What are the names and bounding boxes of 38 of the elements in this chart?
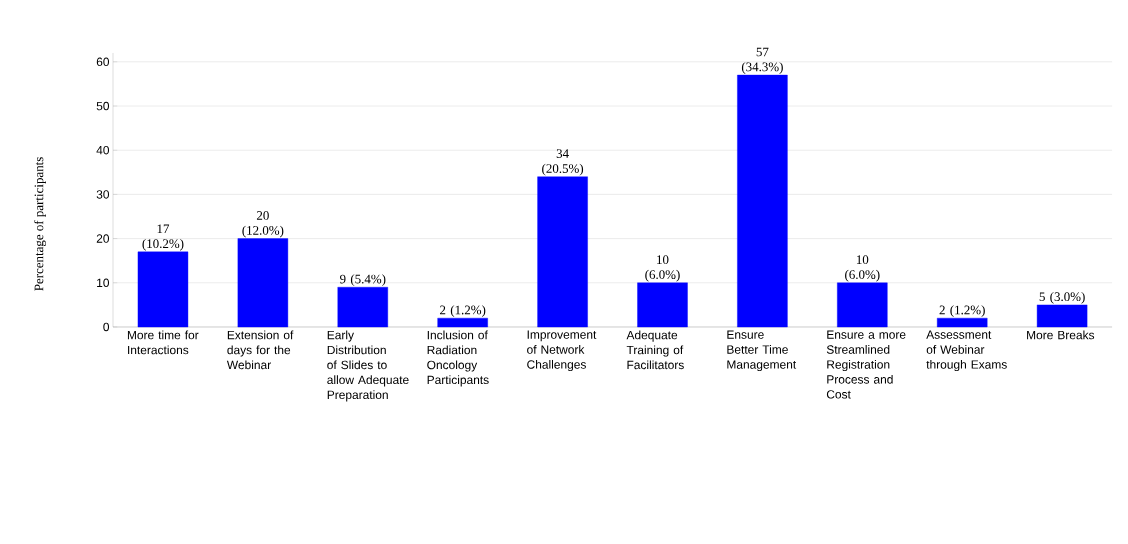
x-tick-label: Ensure Better Time Management xyxy=(727,330,797,372)
x-tick-label: Ensure a more Streamlined Registration Process and Cost xyxy=(826,330,906,399)
y-tick-label: 10 xyxy=(97,278,110,288)
y-tick-label: 20 xyxy=(96,234,110,243)
y-axis-title: Percentage of participants xyxy=(34,157,46,291)
data-label: 10 (6.0%) xyxy=(845,255,880,282)
data-label: 9 (5.4%) xyxy=(340,274,386,286)
x-tick-label: More time for Interactions xyxy=(127,330,199,355)
bar xyxy=(137,251,189,328)
data-label: 20 (12.0%) xyxy=(242,211,284,238)
bar xyxy=(1036,304,1088,328)
y-tick-label: 30 xyxy=(96,190,110,199)
bar xyxy=(337,287,388,328)
x-tick-label: Assessment of Webinar through Exams xyxy=(926,330,1007,372)
data-label: 5 (3.0%) xyxy=(1039,291,1085,304)
bar xyxy=(937,317,988,328)
bar xyxy=(437,317,488,328)
bar xyxy=(537,176,588,328)
x-tick-label: Adequate Training of Facilitators xyxy=(626,330,684,370)
data-label: 10 (6.0%) xyxy=(645,255,680,282)
bar xyxy=(237,238,289,328)
y-tick-label: 0 xyxy=(103,322,110,332)
y-tick-label: 60 xyxy=(96,57,110,67)
y-tick-label: 40 xyxy=(96,145,110,155)
data-label: 2 (1.2%) xyxy=(440,305,486,317)
x-tick-label: More Breaks xyxy=(1027,330,1095,340)
x-tick-label: Early Distribution of Slides to allow Adequate Preparation xyxy=(327,330,409,402)
y-tick-label: 50 xyxy=(96,101,110,111)
data-label: 57 (34.3%) xyxy=(741,47,783,74)
x-tick-label: Improvement of Network Challenges xyxy=(527,330,597,372)
x-tick-label: Inclusion of Radiation Oncology Participants xyxy=(427,330,489,387)
x-tick-label: Extension of days for the Webinar xyxy=(226,330,294,370)
bar xyxy=(837,282,888,328)
bar xyxy=(637,282,688,328)
data-label: 34 (20.5%) xyxy=(542,149,584,176)
bar xyxy=(737,74,788,328)
data-label: 17 (10.2%) xyxy=(142,224,184,251)
data-label: 2 (1.2%) xyxy=(939,305,985,317)
